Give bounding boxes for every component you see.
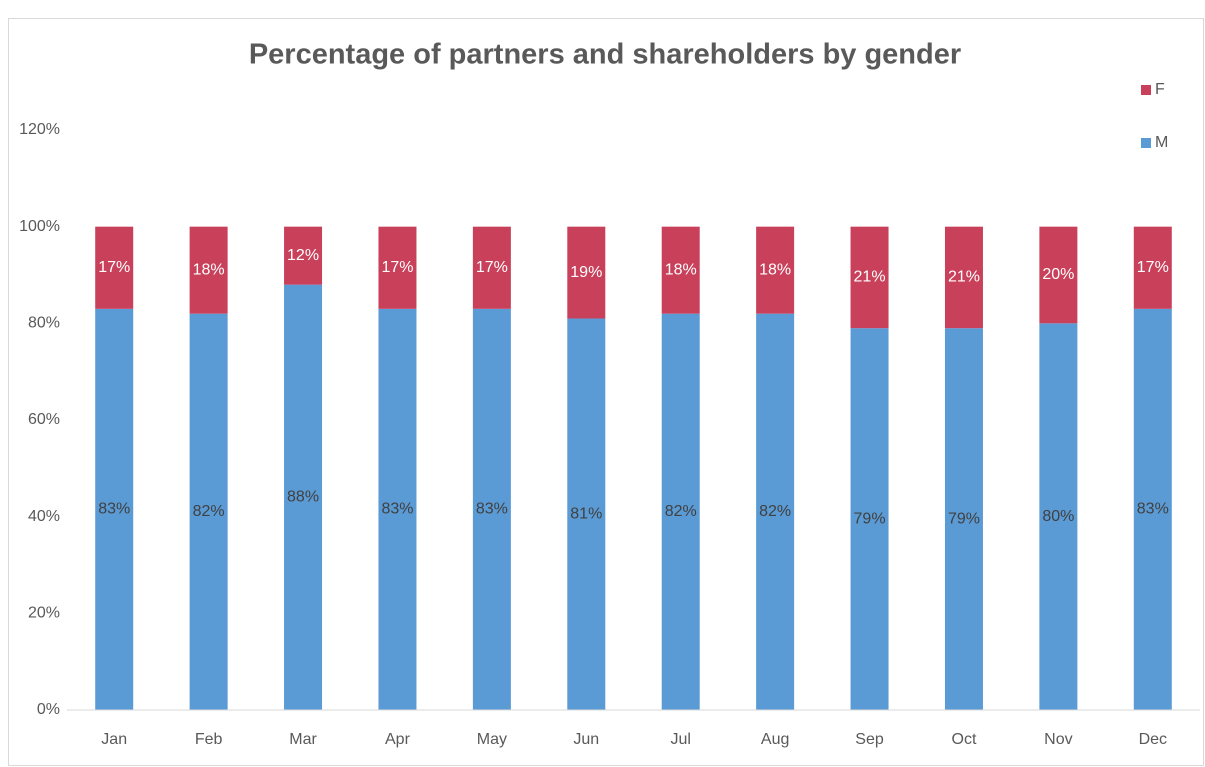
bar-segment — [95, 226, 134, 309]
x-tick-label: May — [477, 731, 507, 748]
bar-segment — [944, 226, 983, 329]
bar-segment — [1039, 323, 1078, 710]
bar-segment — [378, 226, 417, 309]
data-label: 20% — [1042, 266, 1074, 283]
bar-segment — [378, 308, 417, 710]
data-label: 79% — [948, 510, 980, 527]
bar-segment — [850, 226, 889, 329]
bar-segment — [756, 226, 795, 314]
data-label: 17% — [381, 259, 413, 276]
y-tick-label: 80% — [28, 315, 60, 332]
x-tick-label: Jun — [573, 731, 599, 748]
bar-segment — [661, 313, 700, 710]
bar-segment — [472, 308, 511, 710]
y-tick-label: 100% — [19, 218, 60, 235]
x-tick-label: Jul — [670, 731, 690, 748]
data-label: 19% — [570, 264, 602, 281]
data-label: 21% — [854, 269, 886, 286]
data-label: 12% — [287, 247, 319, 264]
bar-segment — [284, 226, 323, 285]
y-tick-label: 20% — [28, 605, 60, 622]
data-label: 18% — [665, 261, 697, 278]
chart-title: Percentage of partners and shareholders … — [249, 39, 961, 71]
data-label: 83% — [381, 501, 413, 518]
legend-swatch — [1141, 138, 1151, 148]
x-tick-label: Jan — [101, 731, 127, 748]
x-tick-label: Mar — [289, 731, 317, 748]
data-label: 82% — [759, 503, 791, 520]
data-label: 83% — [1137, 501, 1169, 518]
legend-label: F — [1155, 81, 1165, 98]
data-label: 83% — [98, 501, 130, 518]
data-label: 79% — [854, 510, 886, 527]
y-tick-label: 120% — [19, 121, 60, 138]
bar-segment — [661, 226, 700, 314]
legend-label: M — [1155, 134, 1168, 151]
data-label: 18% — [193, 261, 225, 278]
x-tick-label: Dec — [1139, 731, 1167, 748]
data-label: 82% — [665, 503, 697, 520]
bar-segment — [472, 226, 511, 309]
bar-segment — [189, 313, 228, 710]
bar-segment — [850, 328, 889, 710]
y-tick-label: 60% — [28, 411, 60, 428]
bar-segment — [95, 308, 134, 710]
bar-segment — [189, 226, 228, 314]
bar-segment — [1133, 226, 1172, 309]
bar-segment — [567, 318, 606, 710]
x-tick-label: Apr — [385, 731, 411, 748]
y-tick-label: 0% — [37, 701, 60, 718]
x-tick-label: Feb — [195, 731, 223, 748]
bar-segment — [567, 226, 606, 319]
bar-segment — [944, 328, 983, 710]
data-label: 82% — [193, 503, 225, 520]
bar-segment — [756, 313, 795, 710]
x-tick-label: Nov — [1044, 731, 1072, 748]
data-label: 18% — [759, 261, 791, 278]
bar-segment — [1039, 226, 1078, 324]
data-label: 81% — [570, 505, 602, 522]
chart-border — [8, 18, 1204, 766]
x-tick-label: Aug — [761, 731, 789, 748]
legend-swatch — [1141, 85, 1151, 95]
bar-segment — [1133, 308, 1172, 710]
data-label: 21% — [948, 269, 980, 286]
data-label: 17% — [476, 259, 508, 276]
bar-segment — [284, 284, 323, 710]
data-label: 80% — [1042, 508, 1074, 525]
data-label: 88% — [287, 489, 319, 506]
data-label: 17% — [1137, 259, 1169, 276]
x-tick-label: Sep — [855, 731, 884, 748]
data-label: 17% — [98, 259, 130, 276]
x-tick-label: Oct — [952, 731, 977, 748]
data-label: 83% — [476, 501, 508, 518]
y-tick-label: 40% — [28, 508, 60, 525]
